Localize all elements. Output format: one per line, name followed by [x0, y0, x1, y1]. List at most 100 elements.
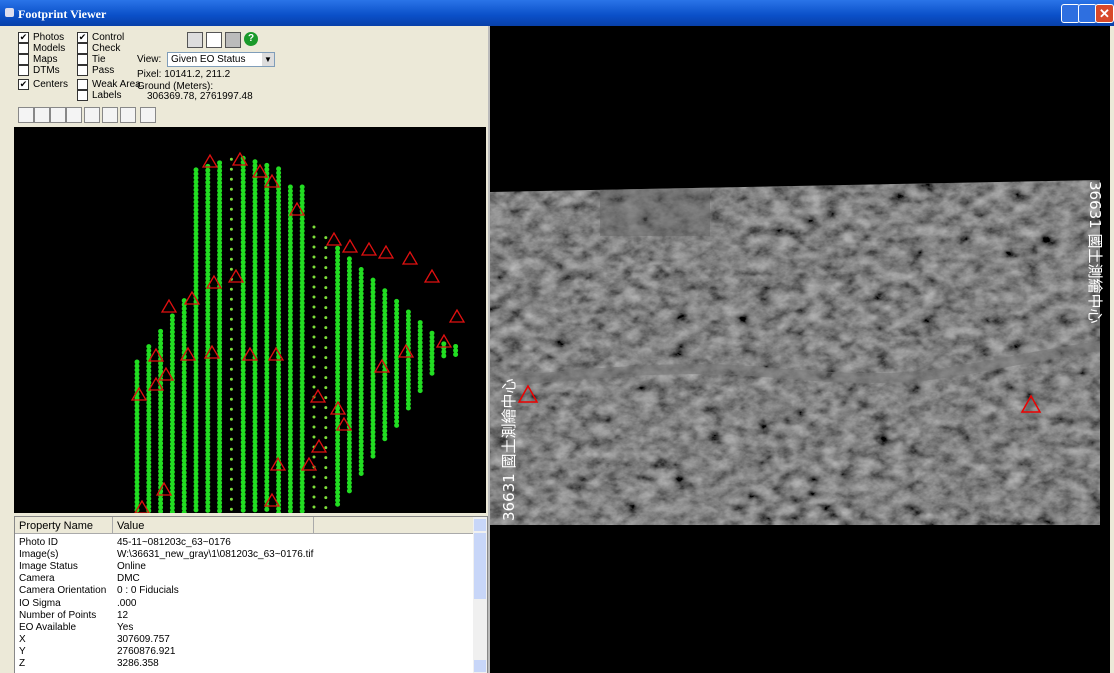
checkbox[interactable]: DTMs: [18, 65, 60, 76]
checkbox[interactable]: Weak Area: [77, 79, 141, 90]
column-divider: [313, 517, 314, 533]
control-point: [201, 153, 219, 168]
tool-button[interactable]: [18, 107, 34, 123]
property-value: .000: [117, 597, 137, 609]
splitter[interactable]: [488, 26, 490, 673]
close-button[interactable]: ✕: [1095, 4, 1114, 23]
tool-button[interactable]: [66, 107, 82, 123]
check-box: [18, 43, 29, 54]
control-point: [329, 400, 347, 415]
dropdown-arrow[interactable]: ▼: [262, 53, 274, 66]
property-value: Online: [117, 561, 146, 573]
checkbox-label: Centers: [33, 79, 69, 90]
tool-button[interactable]: [84, 107, 100, 123]
watermark: 36631 國土測繪中心: [500, 379, 518, 522]
control-panel: ? View: Given EO Status ▼ Pixel: 10141.2…: [10, 26, 488, 130]
properties-icon[interactable]: [187, 32, 203, 48]
control-point: [401, 250, 419, 265]
control-point: [227, 268, 245, 283]
property-name: Image Status: [19, 561, 78, 573]
scrollbar[interactable]: [473, 517, 487, 673]
control-point: [517, 384, 539, 403]
property-value: 12: [117, 609, 129, 621]
control-point: [309, 388, 327, 403]
control-point: [435, 333, 453, 348]
checkbox[interactable]: Tie: [77, 54, 106, 65]
control-point: [373, 358, 391, 373]
table-header: Property Name Value: [15, 517, 473, 534]
tool-button[interactable]: [34, 107, 50, 123]
control-point: [263, 173, 281, 188]
check-box: [18, 54, 29, 65]
property-name: Photo ID: [19, 537, 58, 548]
control-point: [134, 499, 150, 513]
check-box: ✔: [77, 32, 88, 43]
title-bar: Footprint Viewer ✕: [0, 0, 1114, 26]
check-box: ✔: [18, 32, 29, 43]
control-point: [263, 492, 281, 507]
photo-centers: [134, 155, 459, 513]
property-name: Y: [19, 645, 26, 657]
control-point: [448, 308, 466, 323]
control-point: [267, 346, 285, 361]
tool-button[interactable]: [102, 107, 118, 123]
control-point: [423, 268, 441, 283]
icon-row: ?: [187, 32, 258, 48]
tool-button[interactable]: [140, 107, 156, 123]
check-box: [77, 43, 88, 54]
checkbox[interactable]: Check: [77, 43, 120, 54]
map-background: [14, 127, 486, 513]
property-value: DMC: [117, 573, 140, 585]
print-icon[interactable]: [225, 32, 241, 48]
tool-button[interactable]: [120, 107, 136, 123]
checkbox[interactable]: Pass: [77, 65, 114, 76]
control-point: [341, 238, 359, 253]
checkbox-label: DTMs: [33, 65, 60, 76]
checkbox[interactable]: ✔ Centers: [18, 79, 68, 90]
control-point: [155, 481, 173, 496]
property-value: 2760876.921: [117, 645, 176, 657]
control-points: [130, 151, 466, 513]
checkbox-label: Control: [92, 32, 125, 43]
control-point: [231, 151, 249, 166]
help-icon[interactable]: ?: [244, 32, 258, 46]
header-cell: Property Name: [19, 520, 93, 532]
ground-coords: 306369.78, 2761997.48: [147, 91, 253, 102]
list-icon[interactable]: [206, 32, 222, 48]
control-point: [1020, 394, 1042, 413]
watermark: 36631 國土測繪中心: [1086, 181, 1104, 324]
control-point: [160, 298, 178, 313]
tool-button[interactable]: [50, 107, 66, 123]
control-point: [130, 386, 148, 401]
checkbox[interactable]: Models: [18, 43, 65, 54]
control-point: [360, 241, 378, 256]
checkbox[interactable]: ✔ Photos: [18, 32, 64, 43]
check-box: [18, 65, 29, 76]
property-name: X: [19, 633, 26, 645]
control-point: [179, 346, 197, 361]
check-box: ✔: [18, 79, 29, 90]
column-divider: [112, 517, 113, 533]
view-select[interactable]: Given EO Status ▼: [167, 52, 275, 67]
checkbox-label: Pass: [92, 65, 115, 76]
control-point: [288, 201, 306, 216]
control-point: [377, 244, 395, 259]
scroll-thumb[interactable]: [474, 533, 486, 599]
control-point: [147, 347, 165, 362]
property-value: W:\36631_new_gray\1\081203c_63~0176.tif: [117, 549, 314, 561]
checkbox[interactable]: Maps: [18, 54, 57, 65]
property-value: 3286.358: [117, 658, 159, 669]
checkbox[interactable]: ✔ Control: [77, 32, 124, 43]
property-name: Number of Points: [19, 609, 97, 621]
checkbox-label: Tie: [92, 54, 106, 65]
scroll-down[interactable]: [474, 660, 486, 672]
checkbox-label: Labels: [92, 90, 122, 101]
property-value: 45-11~081203c_63~0176: [117, 537, 231, 548]
check-box: [77, 65, 88, 76]
control-point: [203, 344, 221, 359]
checkbox[interactable]: Labels: [77, 90, 121, 101]
scroll-up[interactable]: [474, 519, 486, 531]
property-value: 0 : 0 Fiducials: [117, 585, 179, 597]
control-point: [300, 456, 318, 471]
